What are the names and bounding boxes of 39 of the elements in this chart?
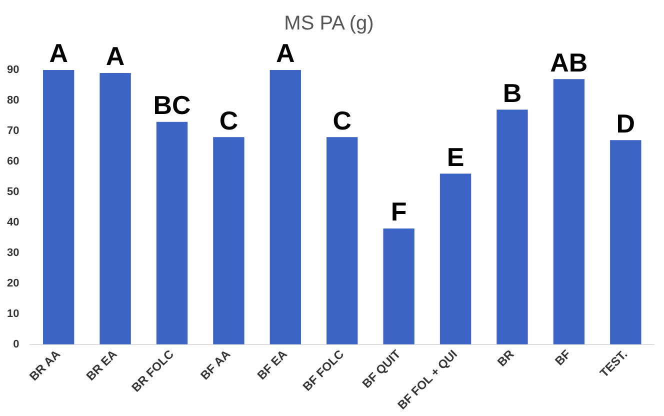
data-label: C (219, 105, 238, 136)
bar (156, 122, 188, 344)
bar (496, 110, 528, 344)
data-label: F (390, 196, 407, 227)
x-tick-label: BF EA (254, 346, 290, 382)
x-tick-label: BR AA (26, 346, 64, 384)
bar (270, 70, 302, 344)
y-tick-label: 60 (6, 156, 20, 168)
data-label: B (502, 78, 522, 108)
bar (383, 228, 414, 344)
y-tick-label: 10 (6, 308, 20, 320)
data-label: BC (153, 90, 191, 120)
y-tick-label: 90 (6, 64, 20, 76)
x-tick-label: BF (552, 347, 574, 368)
bar (326, 137, 358, 344)
y-tick-label: 70 (6, 125, 20, 138)
bar (610, 140, 642, 344)
bar (213, 137, 244, 344)
y-tick-label: 30 (6, 246, 20, 259)
data-label: C (332, 105, 352, 136)
data-label: AB (550, 47, 588, 78)
chart-title: MS PA (g) (284, 12, 374, 35)
x-tick-label: BF AA (198, 346, 234, 383)
bar (553, 79, 585, 344)
bar (440, 174, 472, 344)
data-label: D (616, 108, 636, 138)
x-tick-label: BR (494, 346, 517, 370)
y-tick-label: 50 (6, 186, 20, 198)
bar (42, 70, 74, 344)
y-tick-label: 0 (13, 338, 20, 350)
y-tick-label: 20 (6, 277, 20, 290)
data-label: A (106, 41, 125, 72)
y-tick-label: 40 (6, 216, 20, 228)
x-tick-label: BR EA (83, 346, 120, 384)
y-tick-label: 80 (6, 94, 20, 107)
data-label: A (49, 38, 68, 68)
data-label: E (446, 142, 464, 172)
data-label: A (276, 38, 296, 68)
bar (100, 73, 131, 344)
